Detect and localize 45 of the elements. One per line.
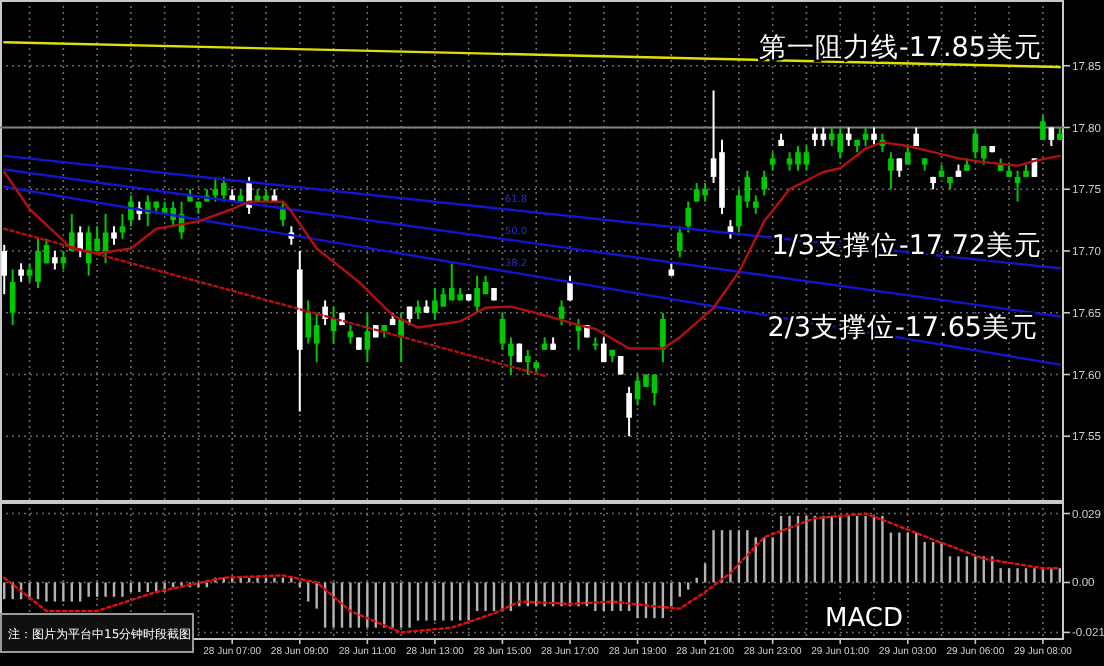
candlestick: [828, 126, 835, 148]
candlestick: [685, 200, 692, 234]
candlestick: [280, 200, 286, 228]
candlestick: [508, 336, 514, 376]
candlestick: [795, 145, 801, 172]
candlestick: [18, 262, 24, 283]
candlestick: [871, 126, 877, 148]
candlestick: [676, 225, 683, 259]
candlestick: [102, 212, 109, 265]
candlestick: [786, 151, 793, 172]
candlestick: [626, 385, 632, 438]
candlestick: [432, 287, 438, 320]
candlestick: [752, 194, 759, 215]
candlestick: [364, 311, 371, 364]
candlestick: [499, 311, 506, 351]
candlestick: [448, 262, 455, 302]
candlestick: [35, 237, 41, 290]
candlestick: [693, 182, 700, 203]
candlestick: [440, 287, 447, 308]
candlestick: [660, 311, 666, 364]
candlestick: [111, 225, 117, 246]
candlestick: [52, 250, 58, 271]
candlestick: [524, 348, 531, 376]
candlestick: [1, 243, 8, 296]
candlestick: [415, 299, 421, 320]
candlestick: [761, 169, 768, 197]
candlestick: [77, 225, 84, 259]
candlestick: [812, 126, 818, 148]
candlestick: [837, 126, 844, 160]
candlestick: [567, 274, 573, 302]
annotation: MACD: [825, 604, 903, 634]
annotation: 第一阻力线-17.85美元: [758, 32, 1042, 64]
candlestick: [1040, 114, 1046, 141]
candlestick: [896, 157, 903, 178]
candlestick: [313, 311, 320, 364]
candlestick: [474, 274, 480, 314]
candlestick: [305, 299, 312, 345]
candlestick: [9, 268, 16, 327]
candlestick: [702, 182, 708, 203]
candlestick: [769, 151, 776, 172]
candlestick: [904, 145, 911, 166]
candlestick: [888, 151, 894, 191]
candlestick: [600, 336, 607, 364]
candlestick: [803, 145, 810, 172]
candlestick: [220, 175, 227, 203]
